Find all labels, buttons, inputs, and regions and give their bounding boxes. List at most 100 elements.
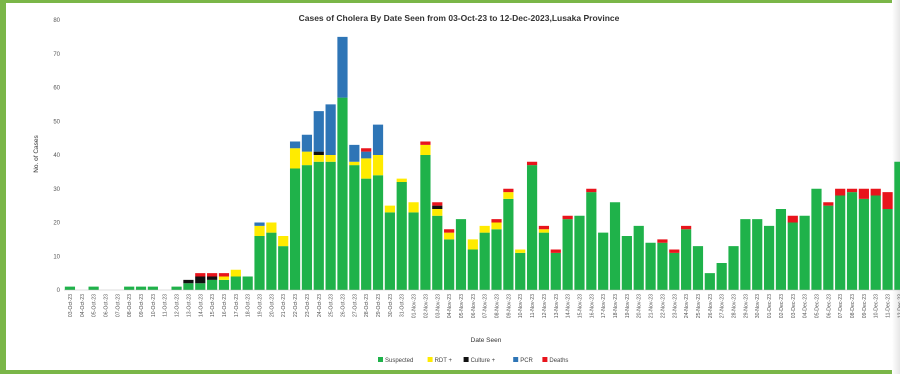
x-axis-label: Date Seen bbox=[471, 337, 502, 344]
x-tick-label: 21-Nov-23 bbox=[649, 294, 655, 318]
bar-rdt bbox=[467, 239, 478, 250]
x-tick-label: 07-Dec-23 bbox=[838, 294, 844, 318]
x-tick-label: 04-Nov-23 bbox=[447, 294, 453, 318]
legend-label: Suspected bbox=[385, 358, 413, 364]
x-tick-label: 08-Oct-23 bbox=[127, 294, 133, 317]
bar-deaths bbox=[491, 219, 502, 223]
bar-suspected bbox=[396, 182, 407, 290]
bar-rdt bbox=[254, 225, 265, 236]
x-tick-label: 27-Oct-23 bbox=[352, 294, 358, 317]
x-tick-label: 15-Oct-23 bbox=[210, 294, 216, 317]
bar-suspected bbox=[171, 286, 182, 290]
bar-suspected bbox=[64, 286, 76, 290]
bar-suspected bbox=[432, 215, 443, 290]
bar-suspected bbox=[586, 192, 597, 290]
bar-suspected bbox=[894, 161, 900, 290]
bar-deaths bbox=[218, 273, 230, 277]
x-tick-label: 02-Dec-23 bbox=[779, 294, 785, 318]
x-tick-label: 09-Dec-23 bbox=[862, 294, 868, 318]
bar-deaths bbox=[195, 273, 206, 277]
x-tick-label: 19-Oct-23 bbox=[258, 294, 264, 317]
x-tick-label: 09-Nov-23 bbox=[506, 294, 512, 318]
x-tick-label: 31-Oct-23 bbox=[400, 294, 406, 317]
bar-suspected bbox=[491, 229, 502, 290]
bar-deaths bbox=[444, 229, 455, 233]
bar-deaths bbox=[870, 188, 881, 196]
bar-deaths bbox=[846, 188, 858, 193]
bar-rdt bbox=[420, 144, 431, 155]
bar-deaths bbox=[550, 249, 561, 253]
x-tick-label: 29-Oct-23 bbox=[376, 294, 382, 317]
x-tick-label: 12-Nov-23 bbox=[542, 294, 548, 318]
bar-suspected bbox=[479, 232, 490, 290]
x-tick-label: 01-Dec-23 bbox=[767, 294, 773, 318]
bar-suspected bbox=[633, 225, 644, 290]
x-tick-label: 16-Nov-23 bbox=[589, 294, 595, 318]
bar-deaths bbox=[207, 273, 218, 277]
bar-rdt bbox=[384, 205, 395, 213]
bar-suspected bbox=[278, 246, 289, 290]
legend: Suspected RDT + Culture + PCR Deaths bbox=[378, 357, 568, 364]
x-tick-label: 12-Oct-23 bbox=[175, 294, 181, 317]
bar-suspected bbox=[301, 165, 313, 290]
x-tick-label: 01-Nov-23 bbox=[412, 294, 418, 318]
bar-suspected bbox=[621, 236, 632, 290]
bar-suspected bbox=[657, 242, 668, 290]
bar-deaths bbox=[681, 225, 692, 230]
bar-rdt bbox=[408, 202, 419, 213]
y-axis-ticks: 0 10 20 30 40 50 60 70 80 bbox=[53, 18, 60, 294]
legend-swatch bbox=[378, 357, 383, 362]
x-tick-label: 11-Dec-23 bbox=[886, 294, 892, 318]
bar-suspected bbox=[503, 198, 514, 290]
bar-deaths bbox=[823, 202, 834, 206]
bar-suspected bbox=[858, 198, 869, 290]
bar-suspected bbox=[361, 178, 372, 290]
x-tick-label: 06-Nov-23 bbox=[471, 294, 477, 318]
bar-suspected bbox=[645, 242, 656, 290]
bar-suspected bbox=[266, 232, 277, 290]
bar-suspected bbox=[289, 168, 301, 290]
x-tick-label: 14-Oct-23 bbox=[198, 294, 204, 317]
bar-culture bbox=[313, 151, 324, 155]
bar-suspected bbox=[183, 283, 194, 290]
bar-suspected bbox=[313, 161, 324, 290]
y-tick-label: 20 bbox=[53, 221, 60, 227]
bar-rdt bbox=[491, 222, 502, 230]
bar-suspected bbox=[823, 205, 834, 290]
x-axis-ticks: 03-Oct-23 04-Oct-23 05-Oct-23 06-Oct-23 07-O… bbox=[68, 294, 900, 318]
x-tick-label: 25-Nov-23 bbox=[696, 294, 702, 318]
x-tick-label: 11-Nov-23 bbox=[530, 294, 536, 318]
y-tick-label: 40 bbox=[53, 153, 60, 159]
x-tick-label: 08-Nov-23 bbox=[495, 294, 501, 318]
bar-rdt bbox=[432, 209, 443, 216]
x-tick-label: 24-Nov-23 bbox=[684, 294, 690, 318]
bar-suspected bbox=[846, 192, 858, 290]
bar-suspected bbox=[526, 165, 538, 290]
x-tick-label: 06-Oct-23 bbox=[103, 294, 109, 317]
bar-suspected bbox=[218, 279, 230, 290]
bar-suspected bbox=[681, 229, 692, 290]
bar-rdt bbox=[396, 178, 407, 182]
bar-deaths bbox=[882, 192, 893, 209]
x-tick-label: 05-Nov-23 bbox=[459, 294, 465, 318]
bar-suspected bbox=[242, 276, 253, 290]
legend-swatch bbox=[463, 357, 469, 362]
x-tick-label: 13-Oct-23 bbox=[186, 294, 192, 317]
bar-rdt bbox=[278, 236, 289, 247]
bar-culture bbox=[432, 205, 443, 209]
x-tick-label: 22-Oct-23 bbox=[293, 294, 299, 317]
x-tick-label: 28-Nov-23 bbox=[732, 294, 738, 318]
legend-swatch bbox=[427, 357, 433, 362]
x-tick-label: 10-Dec-23 bbox=[874, 294, 880, 318]
bar-deaths bbox=[562, 215, 573, 220]
x-tick-label: 05-Dec-23 bbox=[814, 294, 820, 318]
bar-culture bbox=[195, 276, 206, 284]
legend-label: RDT + bbox=[435, 358, 453, 364]
x-tick-label: 30-Oct-23 bbox=[388, 294, 394, 317]
x-tick-label: 16-Oct-23 bbox=[222, 294, 228, 317]
legend-label: Culture + bbox=[471, 358, 496, 364]
bar-suspected bbox=[147, 286, 158, 290]
bar-suspected bbox=[372, 175, 384, 290]
x-tick-label: 24-Oct-23 bbox=[317, 294, 323, 317]
